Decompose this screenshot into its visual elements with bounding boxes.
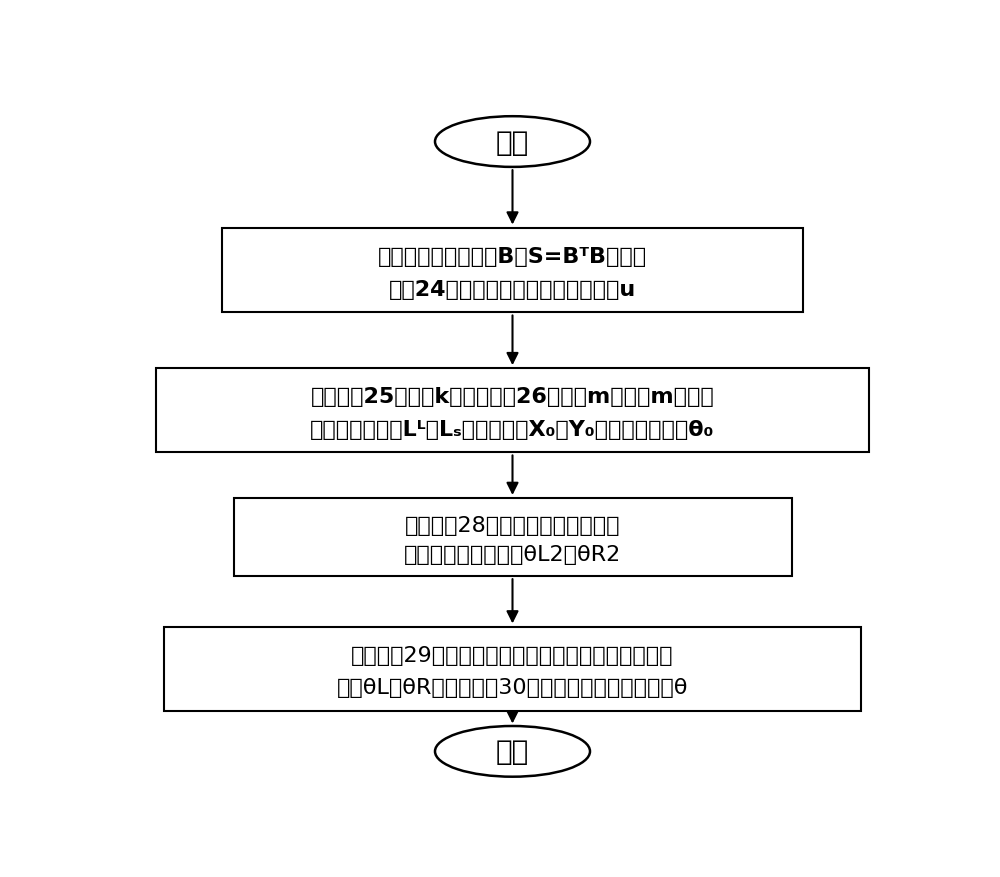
Text: 根据式（25）获得k，根据式（26）计算m，转化m得椭圆: 根据式（25）获得k，根据式（26）计算m，转化m得椭圆	[311, 387, 714, 407]
Ellipse shape	[435, 726, 590, 777]
Text: 根据式（29）获得考虑固体平面倾斜的最终左、右接: 根据式（29）获得考虑固体平面倾斜的最终左、右接	[351, 645, 674, 666]
Text: 根据式（28）获得不考虑固体平面: 根据式（28）获得不考虑固体平面	[405, 515, 620, 535]
FancyBboxPatch shape	[156, 368, 869, 453]
Text: 开始: 开始	[496, 128, 529, 156]
Text: 长、短轴分别为Lᴸ和Lₛ，中心为（X₀，Y₀），倾斜角度为θ₀: 长、短轴分别为Lᴸ和Lₛ，中心为（X₀，Y₀），倾斜角度为θ₀	[310, 419, 715, 439]
FancyBboxPatch shape	[234, 499, 792, 576]
Text: 式（24）中正特征根对应的特征向量u: 式（24）中正特征根对应的特征向量u	[389, 279, 636, 299]
Ellipse shape	[435, 117, 590, 168]
Text: 结束: 结束	[496, 738, 529, 766]
FancyBboxPatch shape	[164, 627, 861, 711]
Text: 触角θL和θR，根据式（30）获得液滴最终的接触角θ: 触角θL和θR，根据式（30）获得液滴最终的接触角θ	[337, 678, 688, 698]
FancyBboxPatch shape	[222, 229, 803, 313]
Text: 倾斜的左、右接触角θL2和θR2: 倾斜的左、右接触角θL2和θR2	[404, 545, 621, 565]
Text: 根据点坐标获得矩阵B，S=BᵀB，获得: 根据点坐标获得矩阵B，S=BᵀB，获得	[378, 247, 647, 267]
